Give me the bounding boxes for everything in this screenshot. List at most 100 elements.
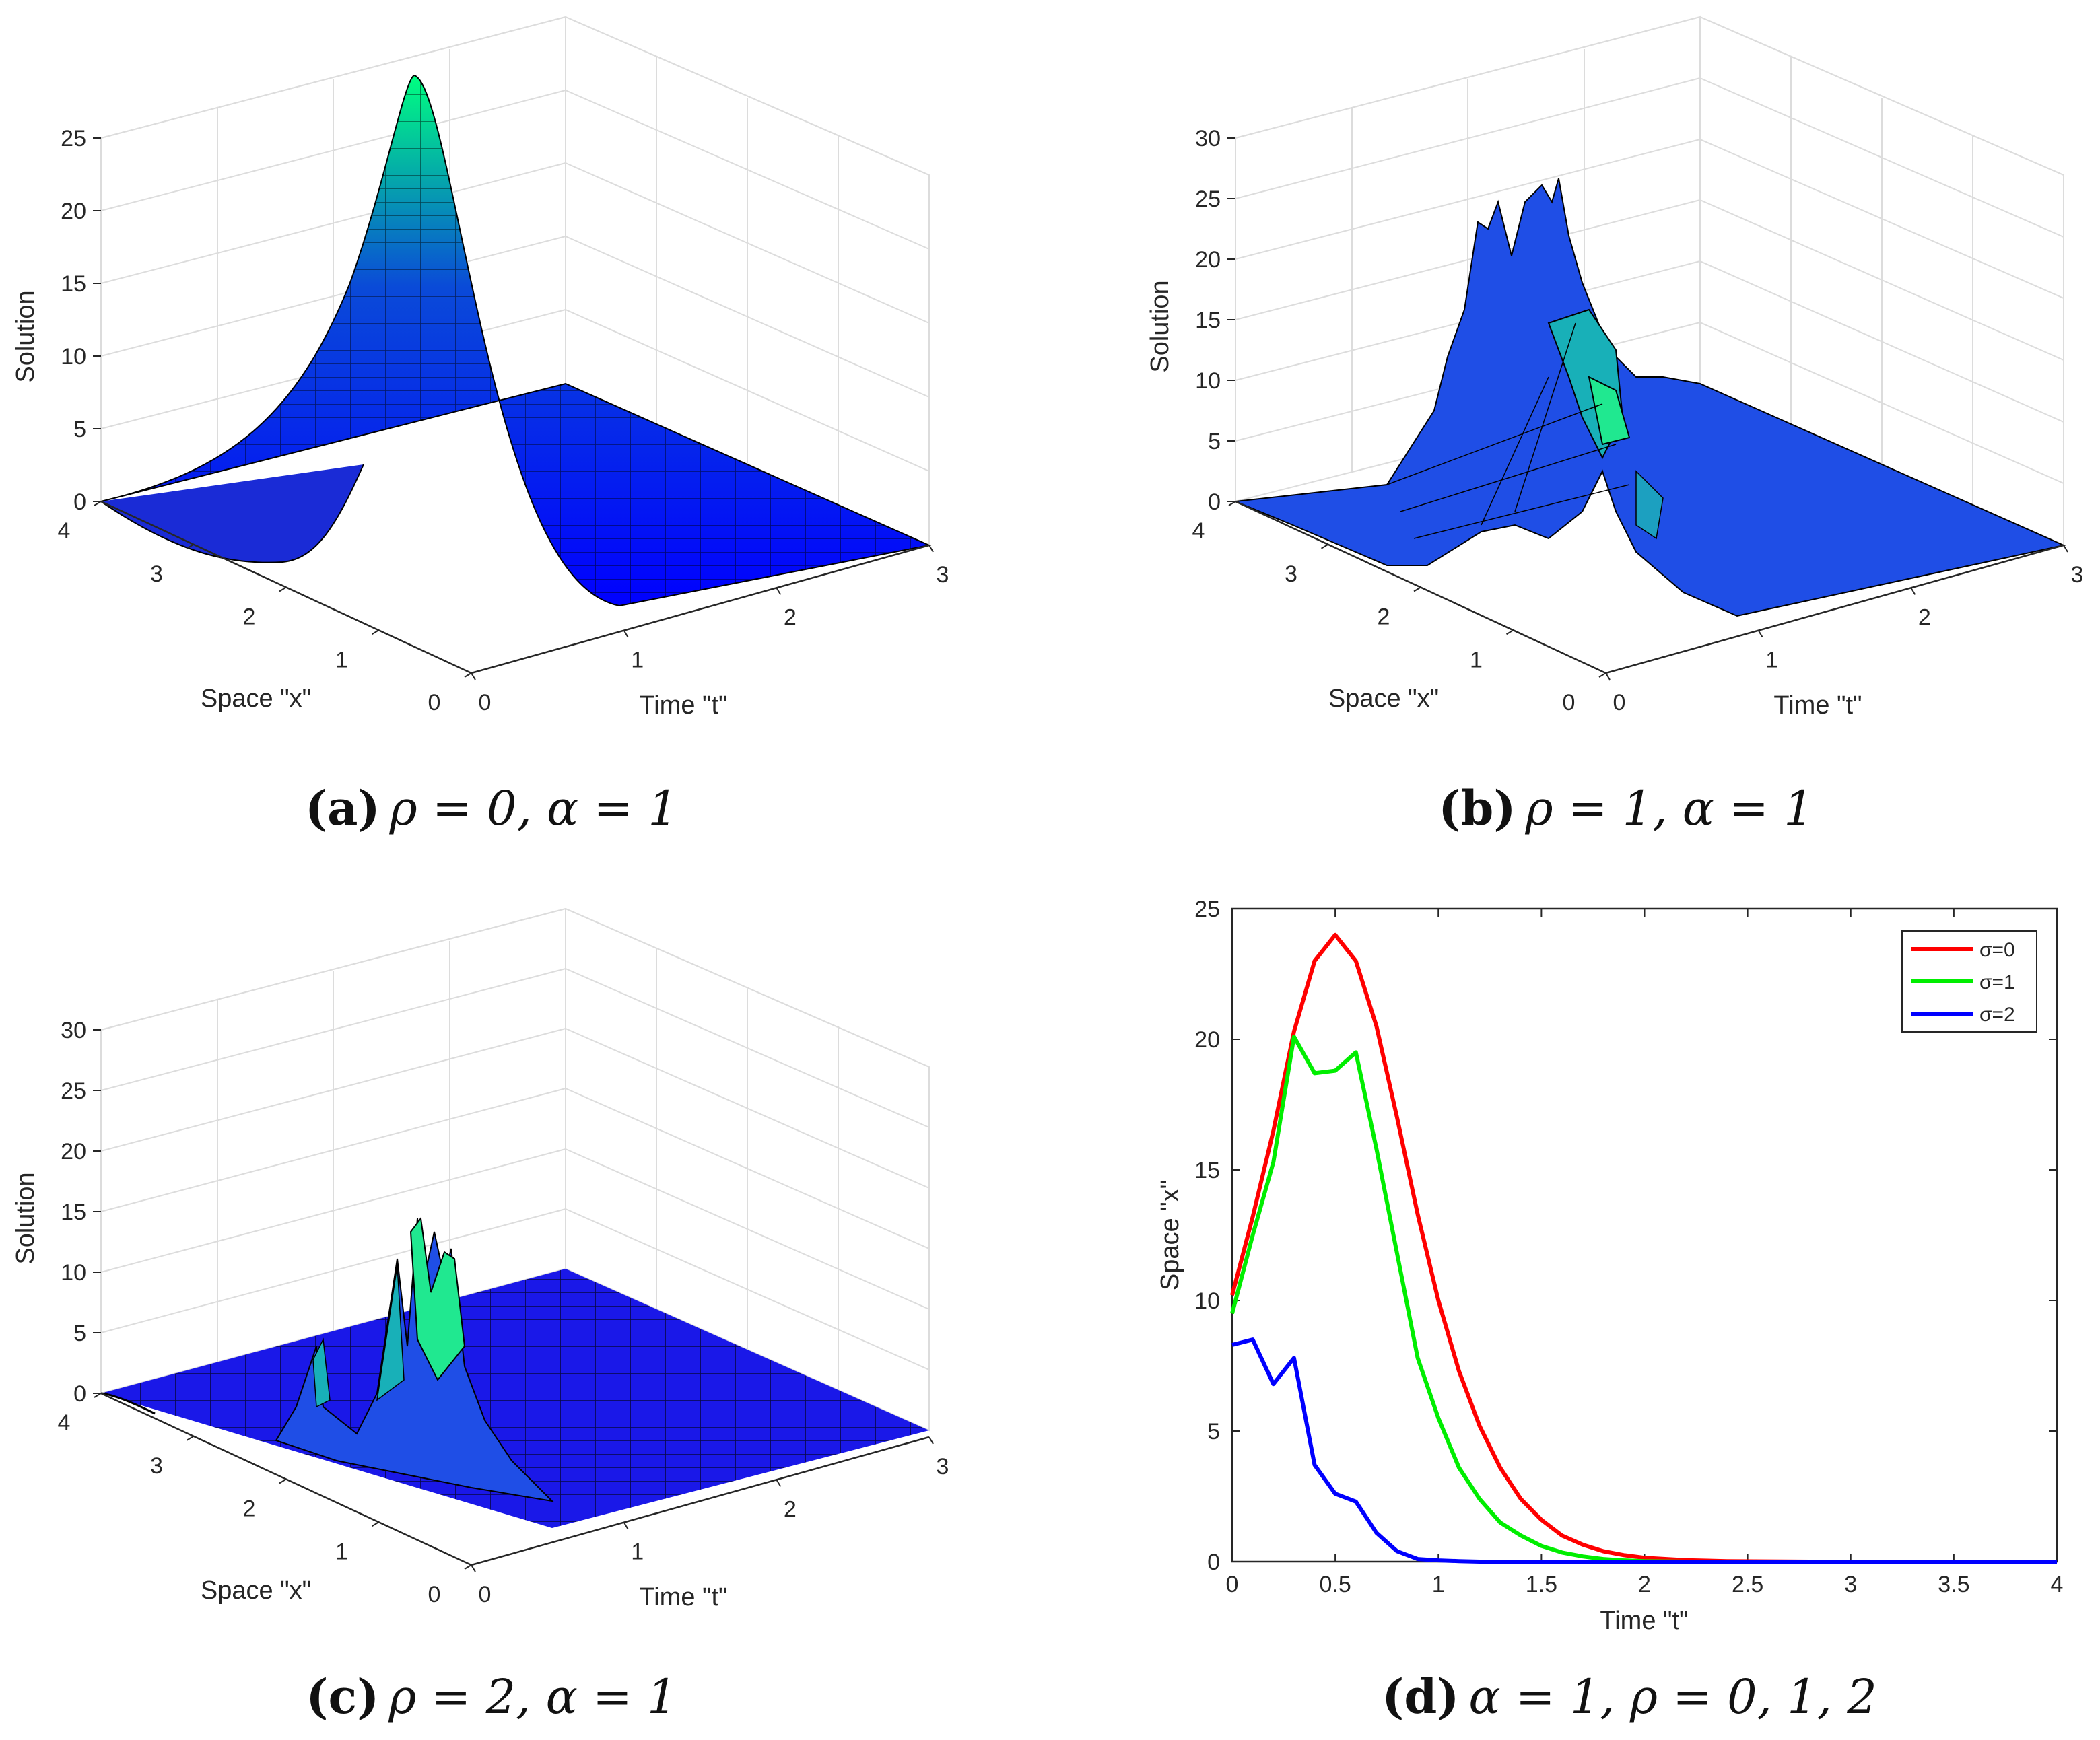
legend-label-sigma2: σ=2 (1979, 1004, 2015, 1026)
panel-d-xtick-label: 3 (1844, 1572, 1857, 1597)
panel-a-ttick-label: 0 (479, 690, 492, 716)
caption-b-letter: (b) (1438, 780, 1516, 836)
caption-c-letter: (c) (306, 1669, 379, 1725)
panel-a-xtick-label: 0 (428, 690, 441, 716)
legend-label-sigma0: σ=0 (1979, 939, 2015, 961)
panel-c-xtick-mark (94, 1393, 102, 1398)
panel-c-xtick-label: 3 (150, 1453, 163, 1479)
svg-text:(a)ρ = 0, α = 1: (a) ρ = 0, α = 1 (305, 780, 678, 836)
panel-c-ttick-label: 1 (631, 1539, 644, 1565)
panel-b-ttick-mark (1910, 587, 1916, 595)
panel-c-xtick-label: 0 (428, 1582, 441, 1607)
panel-a-ttick-label: 2 (784, 604, 797, 630)
panel-a-ttick-label: 1 (631, 648, 644, 673)
caption-d-math: α = 1, ρ = 0, 1, 2 (1468, 1669, 1876, 1725)
panel-a-xtick-mark (186, 543, 195, 549)
panel-d-xtick-label: 0 (1226, 1572, 1239, 1597)
caption-a: (a) ρ = 0, α = 1 (305, 780, 678, 836)
panel-c-zlabel: Solution (11, 1172, 40, 1264)
panel-b-xtick-mark (1228, 501, 1236, 506)
caption-c-math: ρ = 2, α = 1 (388, 1669, 677, 1725)
panel-d-ytick-label: 20 (1194, 1027, 1220, 1053)
panel-c-ztick-label: 30 (61, 1018, 86, 1043)
panel-c-ztick-label: 25 (61, 1078, 86, 1104)
panel-a-xtick-label: 1 (335, 647, 348, 672)
panel-a-surface (100, 74, 932, 607)
panel-b-ttick-label: 1 (1765, 648, 1778, 673)
caption-d-letter: (d) (1382, 1669, 1459, 1725)
panel-c-ztick-label: 15 (61, 1199, 86, 1225)
panel-b-xtick-label: 4 (1192, 518, 1205, 544)
panel-b-ztick-label: 5 (1208, 429, 1221, 454)
panel-a-xtick-mark (94, 501, 102, 506)
caption-d: (d) α = 1, ρ = 0, 1, 2 (1382, 1669, 1877, 1725)
panel-b-xtick-mark (1505, 629, 1514, 635)
panel-a-ttick-mark (776, 587, 782, 595)
panel-c-ttick-label: 0 (479, 1582, 492, 1607)
legend-label-sigma1: σ=1 (1979, 971, 2015, 994)
panel-b-xtick-mark (1413, 586, 1421, 592)
panel-d-xtick-label: 2.5 (1732, 1572, 1763, 1597)
panel-a-xtick-label: 3 (150, 561, 163, 587)
panel-a: 0 5 10 15 20 25 0 1 2 3 4 0 1 2 3 Solution Space "x"… (11, 15, 949, 720)
panel-a-grid (100, 15, 930, 547)
panel-b-ztick-label: 15 (1195, 308, 1221, 333)
panel-c-ttick-mark (928, 1436, 934, 1445)
panel-a-ttick-label: 3 (937, 562, 949, 588)
svg-text:(d)α = 1, ρ = 0, 1, 2: (d) α = 1, ρ = 0, 1, 2 (1382, 1669, 1877, 1725)
caption-c: (c) ρ = 2, α = 1 (306, 1669, 677, 1725)
panel-a-xlabel: Space "x" (201, 685, 311, 713)
panel-b-xlabel: Space "x" (1328, 685, 1439, 713)
panel-b-ztick-label: 10 (1195, 368, 1221, 394)
panel-c-surface (100, 1216, 929, 1528)
panel-c-ztick-label: 20 (61, 1139, 86, 1164)
caption-a-letter: (a) (305, 780, 380, 836)
panel-d-xtick-label: 1 (1432, 1572, 1445, 1597)
panel-c-xlabel: Space "x" (201, 1576, 311, 1605)
panel-c-tlabel: Time "t" (639, 1583, 727, 1611)
panel-a-ttick-mark (623, 630, 629, 638)
panel-a-xtick-label: 2 (243, 604, 256, 630)
panel-a-tlabel: Time "t" (639, 691, 727, 720)
panel-b-zlabel: Solution (1146, 280, 1174, 372)
panel-a-xtick-label: 4 (58, 518, 71, 544)
panel-c-xtick-mark (186, 1435, 195, 1441)
panel-b-xtick-label: 3 (1285, 561, 1297, 587)
panel-c-ttick-label: 2 (784, 1496, 797, 1522)
svg-text:(b)ρ = 1, α = 1: (b) ρ = 1, α = 1 (1438, 780, 1814, 836)
panel-a-ztick-label: 0 (73, 489, 86, 515)
panel-d-xlabel: Time "t" (1600, 1607, 1688, 1635)
panel-a-xtick-mark (464, 672, 472, 678)
panel-b-xtick-label: 2 (1378, 604, 1390, 630)
series-line-sigma2 (1231, 1337, 2057, 1564)
panel-d-ytick-label: 0 (1207, 1550, 1220, 1575)
panel-c-xtick-label: 1 (335, 1539, 348, 1564)
panel-a-ztick-label: 5 (73, 417, 86, 442)
panel-c-ttick-mark (776, 1479, 782, 1487)
panel-a-zlabel: Solution (11, 290, 40, 382)
panel-d-xtick-label: 3.5 (1938, 1572, 1969, 1597)
panel-c-xtick-mark (464, 1564, 472, 1570)
panel-b-ttick-mark (2063, 545, 2068, 553)
panel-d-xtick-label: 4 (2051, 1572, 2064, 1597)
panel-b-ttick-mark (1605, 672, 1611, 681)
panel-c-xtick-label: 4 (58, 1410, 71, 1436)
panel-d-xtick-label: 2 (1638, 1572, 1651, 1597)
panel-a-ttick-mark (928, 545, 934, 553)
panel-b-ztick-label: 25 (1195, 186, 1221, 212)
panel-b-xtick-label: 1 (1470, 647, 1483, 672)
panel-a-xtick-mark (371, 629, 380, 635)
panel-b: 0 5 10 15 20 25 30 0 1 2 3 4 0 1 2 3 Solution Space "… (1146, 15, 2083, 720)
panel-b-ztick-label: 0 (1208, 489, 1221, 515)
panel-c: 0 5 10 15 20 25 30 0 1 2 3 4 0 1 2 3 Solution Space "… (11, 907, 949, 1611)
caption-b: (b) ρ = 1, α = 1 (1438, 780, 1814, 836)
panel-d-ytick-label: 10 (1194, 1288, 1220, 1314)
panel-b-xtick-label: 0 (1563, 690, 1576, 716)
panel-d-xtick-label: 0.5 (1319, 1572, 1351, 1597)
panel-c-ttick-label: 3 (937, 1454, 949, 1480)
panel-a-ztick-label: 25 (61, 126, 86, 151)
panel-b-ttick-mark (1757, 630, 1763, 638)
panel-c-xtick-label: 2 (243, 1496, 256, 1522)
